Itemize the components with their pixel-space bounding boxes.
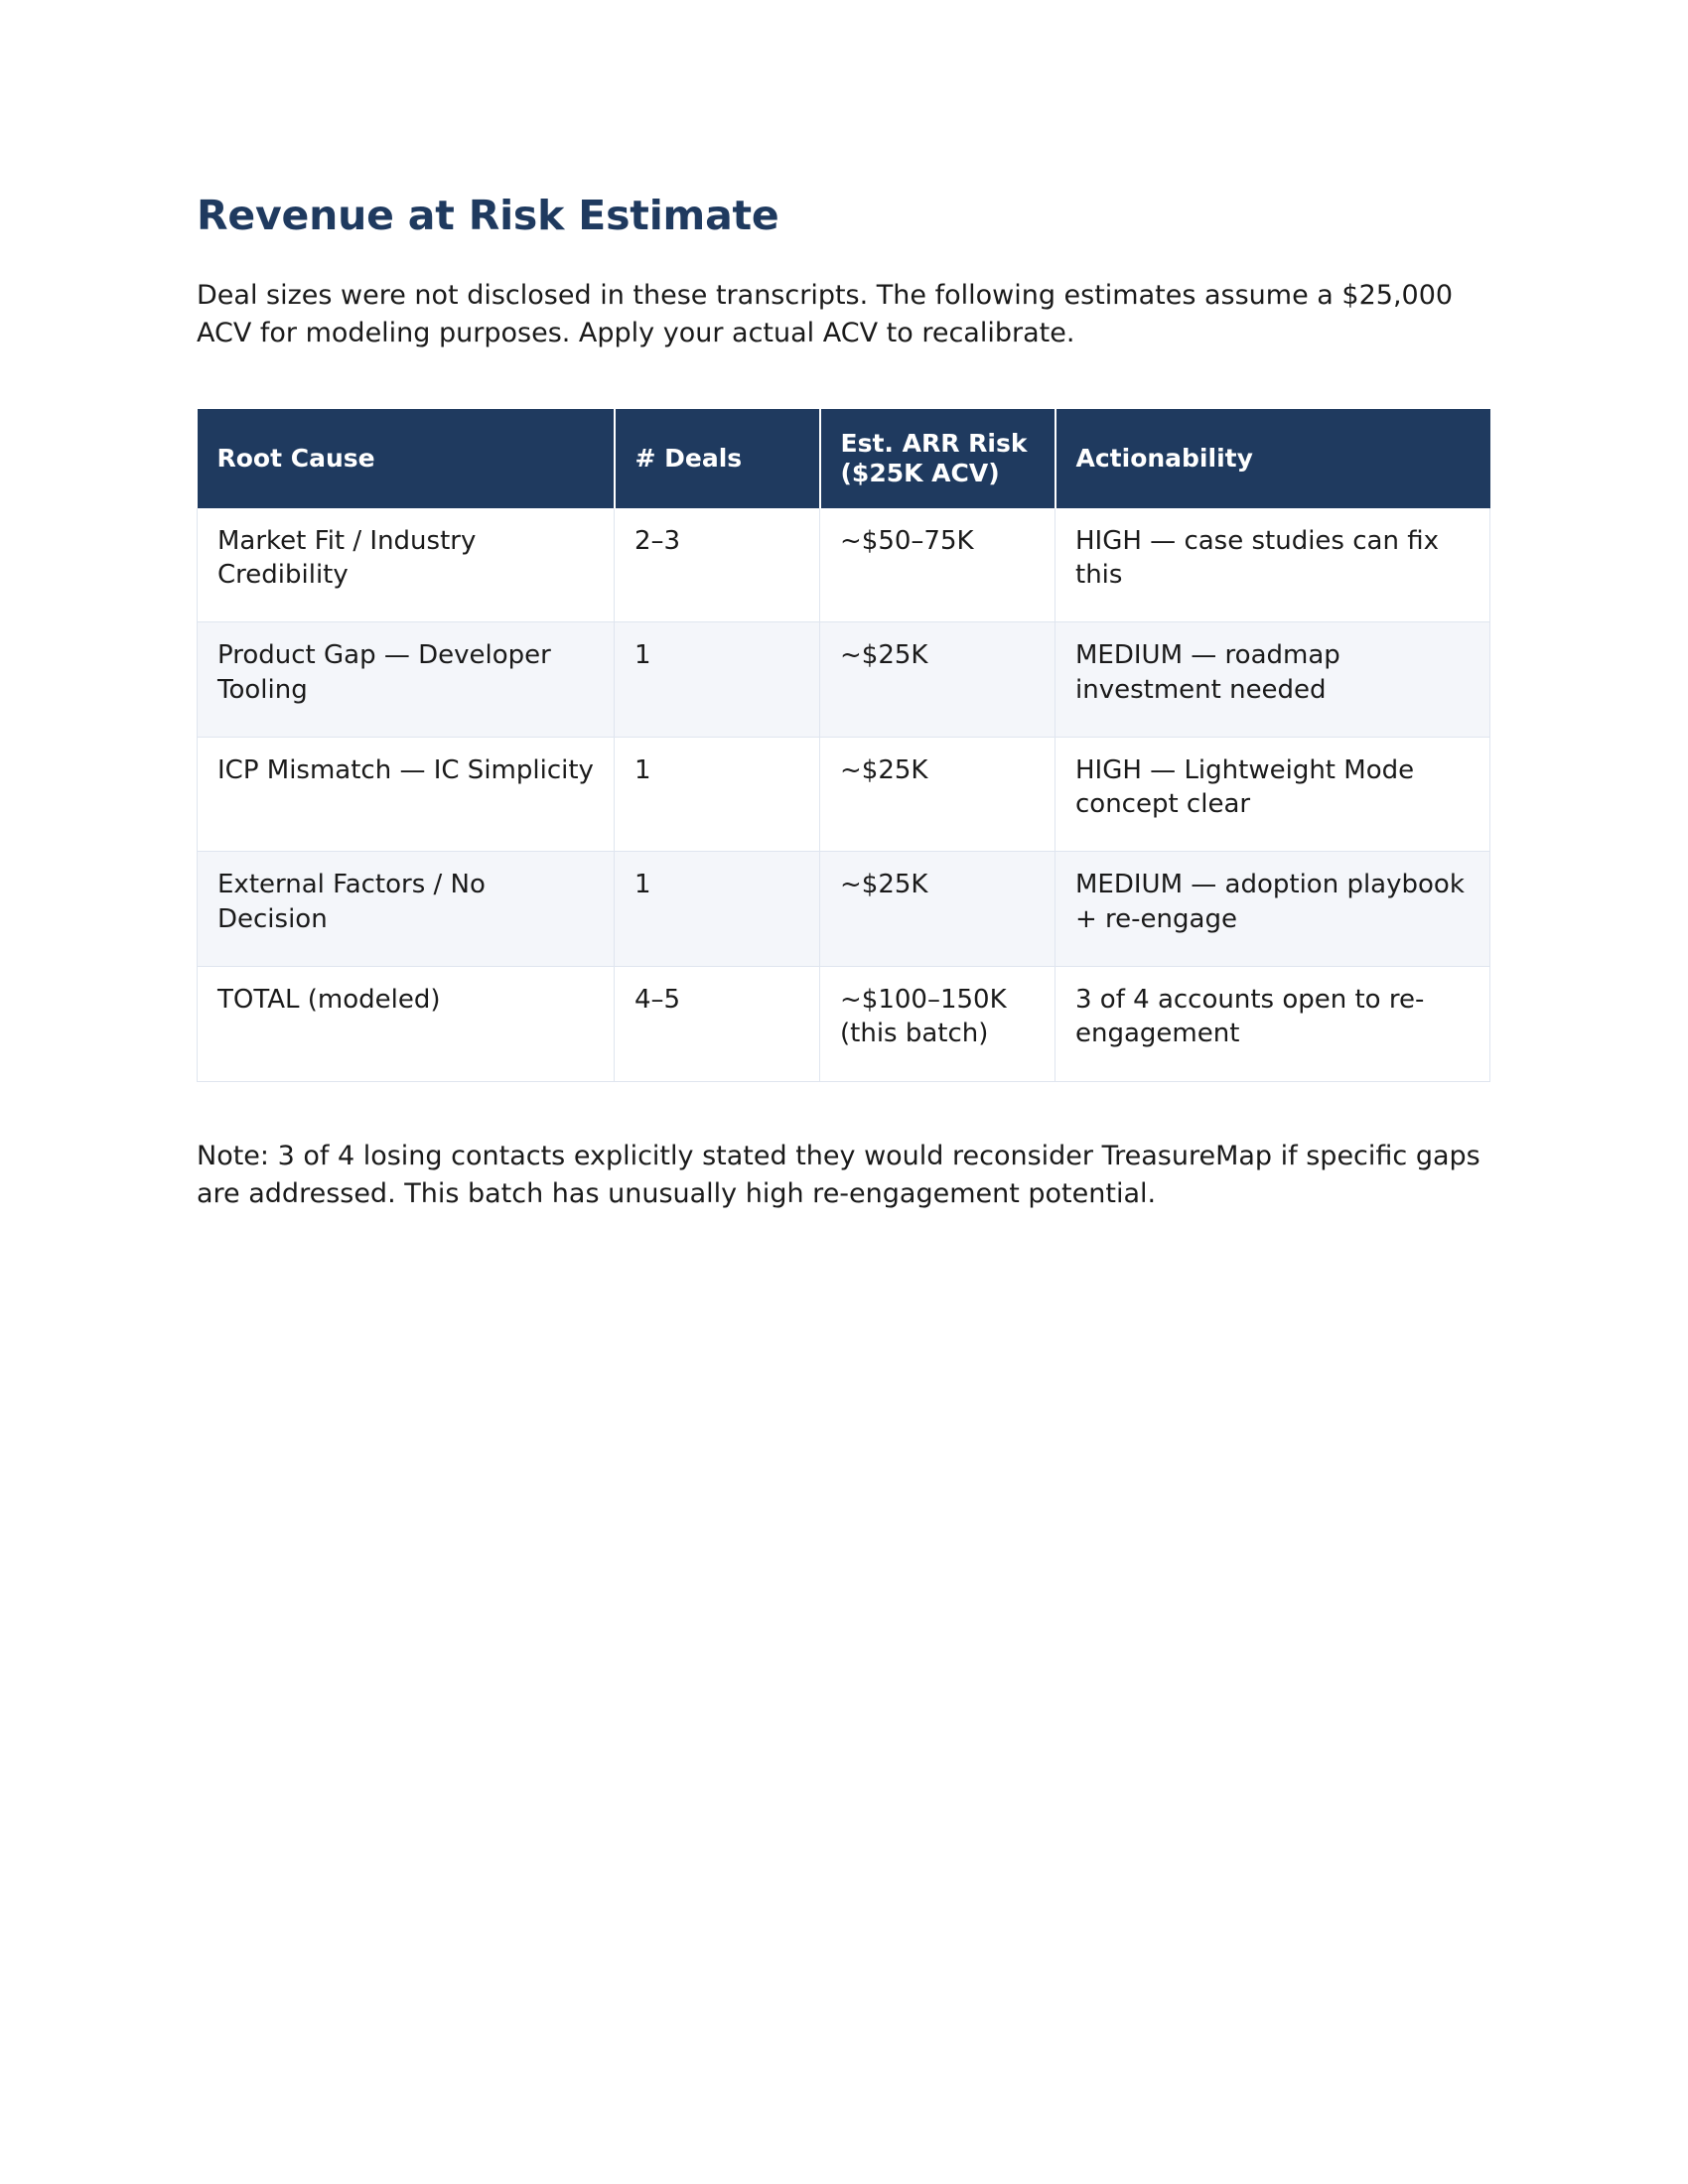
table-header: Root Cause # Deals Est. ARR Risk ($25K A…	[197, 408, 1490, 508]
cell-actionability: HIGH — case studies can fix this	[1055, 507, 1490, 623]
cell-root-cause: Product Gap — Developer Tooling	[197, 621, 615, 738]
column-header-actionability: Actionability	[1055, 408, 1490, 508]
cell-actionability: 3 of 4 accounts open to re-engagement	[1055, 966, 1490, 1082]
cell-arr-risk: ~$25K	[819, 851, 1055, 968]
page-title: Revenue at Risk Estimate	[197, 192, 779, 239]
table-row: Market Fit / Industry Credibility 2–3 ~$…	[197, 507, 1490, 623]
cell-arr-risk: ~$100–150K (this batch)	[819, 966, 1055, 1082]
cell-root-cause: External Factors / No Decision	[197, 851, 615, 968]
cell-root-cause: TOTAL (modeled)	[197, 966, 615, 1082]
cell-arr-risk: ~$50–75K	[819, 507, 1055, 623]
cell-root-cause: ICP Mismatch — IC Simplicity	[197, 737, 615, 853]
table-row: External Factors / No Decision 1 ~$25K M…	[197, 851, 1490, 968]
revenue-at-risk-table: Root Cause # Deals Est. ARR Risk ($25K A…	[197, 408, 1490, 1082]
table-row-total: TOTAL (modeled) 4–5 ~$100–150K (this bat…	[197, 966, 1490, 1082]
cell-deals: 1	[614, 621, 820, 738]
table-row: Product Gap — Developer Tooling 1 ~$25K …	[197, 621, 1490, 738]
cell-actionability: MEDIUM — roadmap investment needed	[1055, 621, 1490, 738]
cell-deals: 1	[614, 851, 820, 968]
cell-deals: 2–3	[614, 507, 820, 623]
table-body: Market Fit / Industry Credibility 2–3 ~$…	[197, 507, 1490, 1082]
cell-deals: 1	[614, 737, 820, 853]
cell-root-cause: Market Fit / Industry Credibility	[197, 507, 615, 623]
note-paragraph: Note: 3 of 4 losing contacts explicitly …	[197, 1140, 1480, 1210]
cell-actionability: HIGH — Lightweight Mode concept clear	[1055, 737, 1490, 853]
column-header-root-cause: Root Cause	[197, 408, 616, 508]
table-header-row: Root Cause # Deals Est. ARR Risk ($25K A…	[197, 408, 1490, 508]
cell-arr-risk: ~$25K	[819, 737, 1055, 853]
cell-actionability: MEDIUM — adoption playbook + re-engage	[1055, 851, 1490, 968]
cell-arr-risk: ~$25K	[819, 621, 1055, 738]
column-header-deals: # Deals	[614, 408, 821, 508]
intro-paragraph: Deal sizes were not disclosed in these t…	[197, 279, 1454, 349]
column-header-arr-risk: Est. ARR Risk ($25K ACV)	[819, 408, 1056, 508]
table-row: ICP Mismatch — IC Simplicity 1 ~$25K HIG…	[197, 737, 1490, 853]
cell-deals: 4–5	[614, 966, 820, 1082]
